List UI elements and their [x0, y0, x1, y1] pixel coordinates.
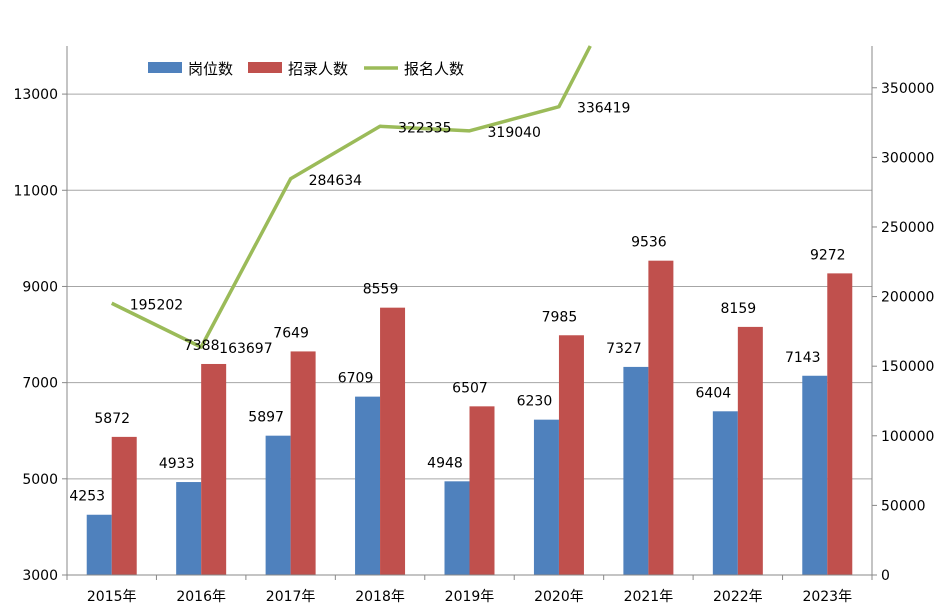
legend: 岗位数 招录人数 报名人数	[148, 60, 464, 78]
bar-value-label: 4933	[159, 456, 195, 472]
bar-value-label: 4253	[69, 489, 105, 505]
bar-value-label: 7143	[785, 350, 821, 366]
line-value-label: 336419	[577, 101, 630, 117]
legend-swatch	[148, 62, 182, 73]
bar-hires	[201, 363, 227, 575]
bar-value-label: 6507	[452, 380, 488, 396]
left-tick-label: 11000	[13, 183, 58, 199]
bar-hires	[737, 326, 763, 575]
bar-hires	[111, 436, 137, 575]
left-tick-label: 7000	[22, 376, 58, 392]
left-tick-label: 9000	[22, 279, 58, 295]
bar-value-label: 7649	[273, 325, 309, 341]
x-tick-label: 2021年	[624, 589, 674, 605]
legend-swatch	[248, 62, 282, 73]
line-value-label: 163697	[219, 341, 272, 357]
x-tick-label: 2018年	[355, 589, 405, 605]
x-tick-label: 2023年	[802, 589, 852, 605]
right-tick-label: 300000	[881, 150, 934, 166]
line-series	[110, 45, 592, 349]
bar-value-label: 5897	[248, 410, 284, 426]
tick-labels: 3000 5000 7000 9000 11000 13000 0 50000 100000 15…	[13, 81, 934, 605]
bar-hires	[290, 351, 316, 575]
bar-positions	[265, 435, 291, 575]
line-value-label: 195202	[130, 297, 183, 313]
left-tick-label: 3000	[22, 568, 58, 584]
x-tick-label: 2019年	[445, 589, 495, 605]
bar-value-label: 7985	[542, 309, 578, 325]
bar-value-label: 5872	[94, 411, 130, 427]
bar-positions	[712, 411, 738, 575]
bar-hires	[469, 406, 495, 575]
left-tick-label: 13000	[13, 87, 58, 103]
bar-positions	[176, 482, 202, 575]
axes	[66, 46, 873, 576]
right-tick-label: 250000	[881, 220, 934, 236]
bar-hires	[648, 260, 674, 575]
line-value-label: 319040	[488, 125, 541, 141]
x-tick-label: 2015年	[87, 589, 137, 605]
bar-value-label: 8159	[721, 301, 757, 317]
right-tick-label: 350000	[881, 81, 934, 97]
right-tick-label: 0	[881, 568, 890, 584]
legend-label: 岗位数	[188, 60, 233, 78]
right-tick-label: 50000	[881, 498, 926, 514]
x-tick-label: 2017年	[266, 589, 316, 605]
x-tick-label: 2020年	[534, 589, 584, 605]
bar-positions	[623, 366, 649, 575]
bar-value-label: 6404	[696, 385, 732, 401]
bar-positions	[86, 514, 112, 575]
right-tick-label: 200000	[881, 290, 934, 306]
bar-hires	[558, 335, 584, 575]
line-value-label: 322335	[398, 120, 451, 136]
right-tick-label: 100000	[881, 429, 934, 445]
bar-positions	[802, 375, 828, 575]
x-tick-label: 2016年	[176, 589, 226, 605]
bar-positions	[355, 396, 381, 575]
bars	[86, 260, 853, 575]
bar-value-label: 6230	[517, 394, 553, 410]
bar-value-label: 9536	[631, 235, 667, 251]
legend-label: 招录人数	[288, 60, 348, 78]
x-tick-label: 2022年	[713, 589, 763, 605]
bar-positions	[533, 419, 559, 575]
bar-hires	[380, 307, 406, 575]
bar-value-label: 7327	[606, 341, 642, 357]
bar-positions	[444, 481, 470, 575]
legend-label: 报名人数	[404, 60, 464, 78]
data-labels: 4253 4933 5897 6709 4948 6230 7327 6404 7143 5872…	[69, 101, 845, 505]
bar-value-label: 8559	[363, 282, 399, 298]
bar-value-label: 9272	[810, 247, 846, 263]
line-value-label: 284634	[309, 173, 363, 189]
line-registrations	[110, 45, 592, 349]
bar-value-label: 4948	[427, 455, 463, 471]
bar-value-label: 6709	[338, 371, 374, 387]
right-tick-label: 150000	[881, 359, 934, 375]
bar-value-label: 7388	[184, 338, 220, 354]
bar-hires	[827, 273, 853, 575]
left-tick-label: 5000	[22, 472, 58, 488]
